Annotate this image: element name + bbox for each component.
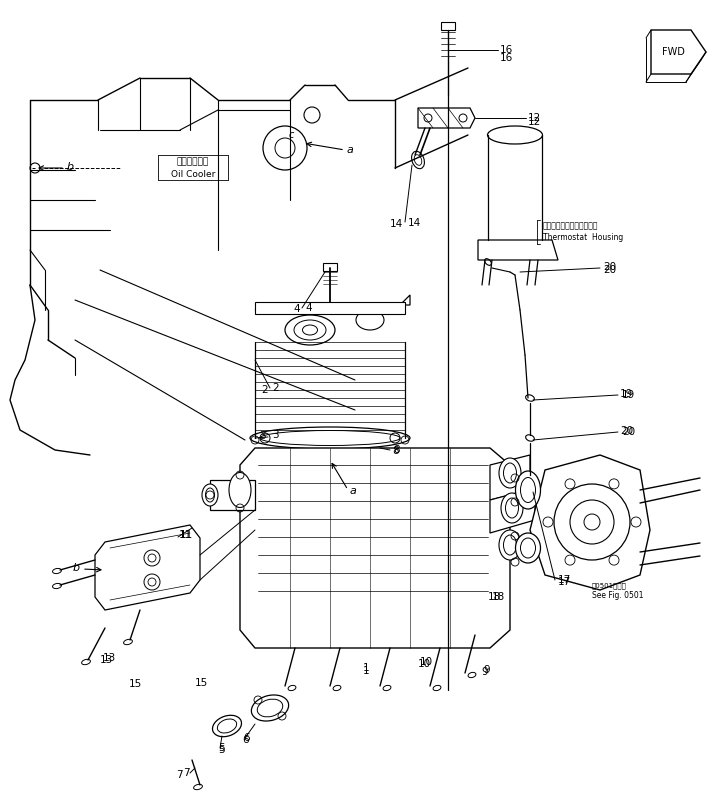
Bar — [255, 302, 405, 314]
Text: オイルクーラ: オイルクーラ — [177, 158, 209, 167]
Polygon shape — [240, 448, 510, 648]
Text: 20: 20 — [603, 262, 616, 272]
Text: b: b — [67, 162, 74, 172]
Text: 14: 14 — [389, 219, 403, 229]
Text: 9: 9 — [481, 667, 488, 677]
Text: 13: 13 — [100, 655, 114, 665]
Text: 20: 20 — [622, 427, 635, 437]
Ellipse shape — [229, 472, 251, 507]
Text: 2: 2 — [272, 383, 279, 393]
Ellipse shape — [356, 310, 384, 330]
Polygon shape — [478, 240, 558, 260]
Bar — [323, 263, 337, 271]
Text: 8: 8 — [392, 446, 399, 456]
Text: 5: 5 — [218, 745, 225, 755]
Text: See Fig. 0501: See Fig. 0501 — [592, 591, 644, 600]
Text: 16: 16 — [500, 53, 513, 63]
Text: 18: 18 — [492, 592, 505, 602]
Text: 4: 4 — [293, 304, 300, 314]
Text: 第0501図参照: 第0501図参照 — [592, 582, 627, 589]
Text: 10: 10 — [418, 659, 431, 669]
Ellipse shape — [250, 427, 410, 449]
Polygon shape — [651, 30, 706, 74]
Text: 10: 10 — [420, 657, 433, 667]
Text: 12: 12 — [528, 117, 541, 127]
Text: 16: 16 — [500, 45, 513, 55]
Text: a: a — [347, 145, 354, 155]
Text: b: b — [73, 563, 80, 573]
Text: 20: 20 — [603, 265, 616, 275]
Ellipse shape — [501, 493, 523, 523]
Text: 6: 6 — [243, 733, 250, 743]
Ellipse shape — [515, 533, 540, 563]
Text: 3: 3 — [259, 431, 266, 441]
Text: 8: 8 — [393, 445, 400, 455]
Text: 14: 14 — [408, 218, 422, 228]
Polygon shape — [95, 525, 200, 610]
Text: 11: 11 — [180, 530, 193, 540]
Ellipse shape — [202, 484, 218, 506]
Polygon shape — [255, 295, 410, 310]
Text: 13: 13 — [103, 653, 116, 663]
Text: 7: 7 — [183, 768, 189, 778]
Text: a: a — [350, 486, 357, 496]
Text: 20: 20 — [620, 426, 633, 436]
Text: 4: 4 — [305, 303, 312, 313]
Text: c: c — [289, 130, 294, 140]
Ellipse shape — [285, 315, 335, 345]
Text: 18: 18 — [488, 592, 502, 602]
Text: 15: 15 — [195, 678, 208, 688]
Polygon shape — [490, 455, 530, 500]
Text: 17: 17 — [558, 577, 571, 587]
Text: 3: 3 — [272, 430, 279, 440]
Text: 1: 1 — [363, 663, 370, 673]
Polygon shape — [530, 455, 650, 590]
Polygon shape — [418, 108, 475, 128]
Text: 12: 12 — [528, 113, 541, 123]
Ellipse shape — [251, 695, 288, 721]
Text: 1: 1 — [363, 666, 370, 676]
Text: 19: 19 — [622, 390, 636, 400]
Text: 9: 9 — [483, 665, 490, 675]
Text: 15: 15 — [128, 679, 142, 689]
Text: Thermostat  Housing: Thermostat Housing — [543, 232, 623, 242]
Text: 7: 7 — [176, 770, 183, 780]
Text: 6: 6 — [242, 735, 249, 745]
Bar — [441, 22, 455, 30]
Polygon shape — [490, 488, 535, 533]
Text: サーモスタットハウジング: サーモスタットハウジング — [543, 222, 598, 231]
Text: 2: 2 — [261, 385, 268, 395]
Ellipse shape — [499, 530, 521, 560]
Ellipse shape — [515, 471, 540, 509]
Text: 19: 19 — [620, 389, 633, 399]
Text: FWD: FWD — [662, 47, 684, 57]
Text: 17: 17 — [558, 575, 571, 585]
Ellipse shape — [411, 151, 424, 169]
Text: 11: 11 — [179, 530, 192, 540]
Text: 5: 5 — [218, 743, 225, 753]
Ellipse shape — [499, 458, 521, 488]
Ellipse shape — [213, 715, 242, 737]
Ellipse shape — [488, 126, 542, 144]
Polygon shape — [210, 480, 255, 510]
Text: Oil Cooler: Oil Cooler — [171, 170, 215, 179]
